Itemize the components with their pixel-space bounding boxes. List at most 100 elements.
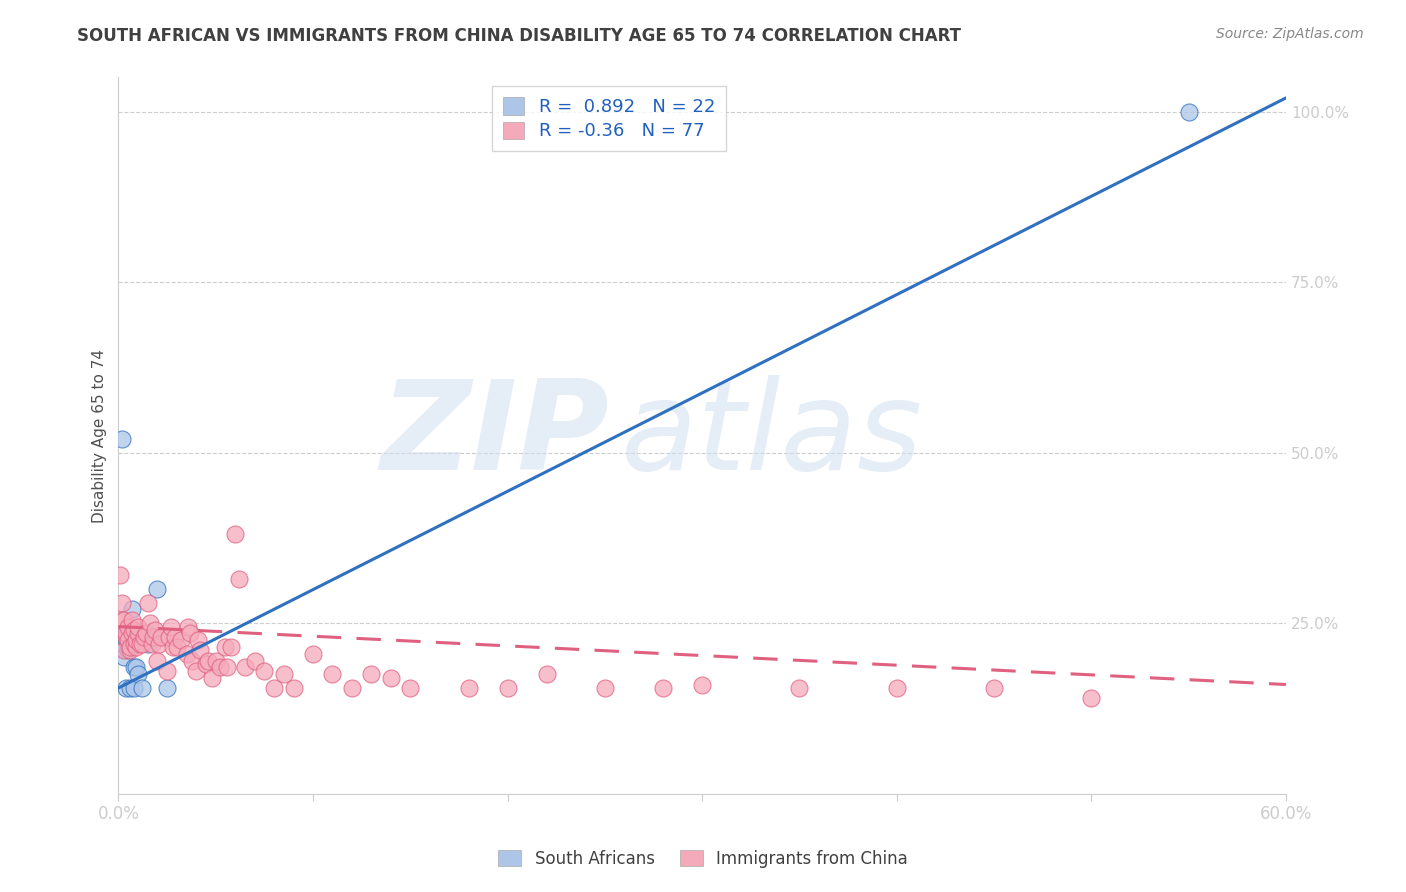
Point xyxy=(125,633,148,648)
Point xyxy=(273,667,295,681)
Point xyxy=(121,613,143,627)
Point xyxy=(112,626,135,640)
Text: ZIP: ZIP xyxy=(380,375,609,496)
Point xyxy=(1177,104,1199,119)
Point xyxy=(789,681,811,695)
Point xyxy=(233,660,256,674)
Point xyxy=(283,681,305,695)
Point xyxy=(177,619,200,633)
Point xyxy=(399,681,422,695)
Point xyxy=(652,681,675,695)
Point xyxy=(121,626,143,640)
Point xyxy=(112,613,135,627)
Point xyxy=(127,619,149,633)
Point xyxy=(115,626,138,640)
Point xyxy=(120,640,142,654)
Point xyxy=(214,640,236,654)
Point xyxy=(360,667,382,681)
Y-axis label: Disability Age 65 to 74: Disability Age 65 to 74 xyxy=(93,349,107,523)
Point xyxy=(141,637,163,651)
Point xyxy=(117,643,139,657)
Point xyxy=(163,630,186,644)
Text: Source: ZipAtlas.com: Source: ZipAtlas.com xyxy=(1216,27,1364,41)
Point xyxy=(340,681,363,695)
Point xyxy=(122,660,145,674)
Point xyxy=(1080,691,1102,706)
Point xyxy=(201,671,224,685)
Point xyxy=(128,637,150,651)
Point xyxy=(179,626,201,640)
Point xyxy=(457,681,479,695)
Point xyxy=(886,681,908,695)
Point xyxy=(181,654,204,668)
Point xyxy=(131,637,153,651)
Point xyxy=(253,664,276,678)
Point xyxy=(224,527,246,541)
Point xyxy=(125,660,148,674)
Point xyxy=(132,630,155,644)
Point xyxy=(188,643,211,657)
Point xyxy=(110,640,132,654)
Point xyxy=(321,667,343,681)
Point xyxy=(122,637,145,651)
Text: atlas: atlas xyxy=(620,375,922,496)
Point xyxy=(150,630,173,644)
Point xyxy=(170,633,193,648)
Point xyxy=(228,572,250,586)
Point xyxy=(536,667,558,681)
Point xyxy=(112,643,135,657)
Point xyxy=(122,623,145,637)
Point xyxy=(263,681,285,695)
Point xyxy=(111,613,134,627)
Point xyxy=(127,667,149,681)
Point xyxy=(111,432,134,446)
Point xyxy=(117,619,139,633)
Point xyxy=(221,640,243,654)
Point xyxy=(131,681,153,695)
Point xyxy=(136,596,159,610)
Point xyxy=(195,657,218,671)
Point xyxy=(983,681,1005,695)
Point xyxy=(112,650,135,665)
Point xyxy=(120,643,142,657)
Point xyxy=(122,681,145,695)
Point xyxy=(148,637,170,651)
Point xyxy=(204,654,226,668)
Point xyxy=(496,681,519,695)
Point xyxy=(162,640,184,654)
Point xyxy=(125,640,148,654)
Point xyxy=(302,647,325,661)
Point xyxy=(115,633,138,648)
Point xyxy=(156,664,179,678)
Point xyxy=(127,626,149,640)
Text: SOUTH AFRICAN VS IMMIGRANTS FROM CHINA DISABILITY AGE 65 TO 74 CORRELATION CHART: SOUTH AFRICAN VS IMMIGRANTS FROM CHINA D… xyxy=(77,27,962,45)
Point xyxy=(186,664,208,678)
Point xyxy=(110,568,132,582)
Point xyxy=(111,596,134,610)
Point xyxy=(197,654,219,668)
Point xyxy=(121,602,143,616)
Point xyxy=(145,623,167,637)
Point xyxy=(117,633,139,648)
Point xyxy=(142,630,165,644)
Point xyxy=(111,637,134,651)
Point xyxy=(187,633,209,648)
Point xyxy=(176,647,198,661)
Point xyxy=(138,616,160,631)
Point xyxy=(136,637,159,651)
Point xyxy=(120,630,142,644)
Point xyxy=(243,654,266,668)
Point xyxy=(690,677,713,691)
Point xyxy=(380,671,402,685)
Point xyxy=(166,640,188,654)
Point xyxy=(208,660,231,674)
Point xyxy=(135,626,157,640)
Point xyxy=(156,681,179,695)
Point xyxy=(117,637,139,651)
Point xyxy=(217,660,239,674)
Point xyxy=(120,640,142,654)
Point xyxy=(115,681,138,695)
Point xyxy=(146,654,169,668)
Legend: South Africans, Immigrants from China: South Africans, Immigrants from China xyxy=(491,844,915,875)
Point xyxy=(115,630,138,644)
